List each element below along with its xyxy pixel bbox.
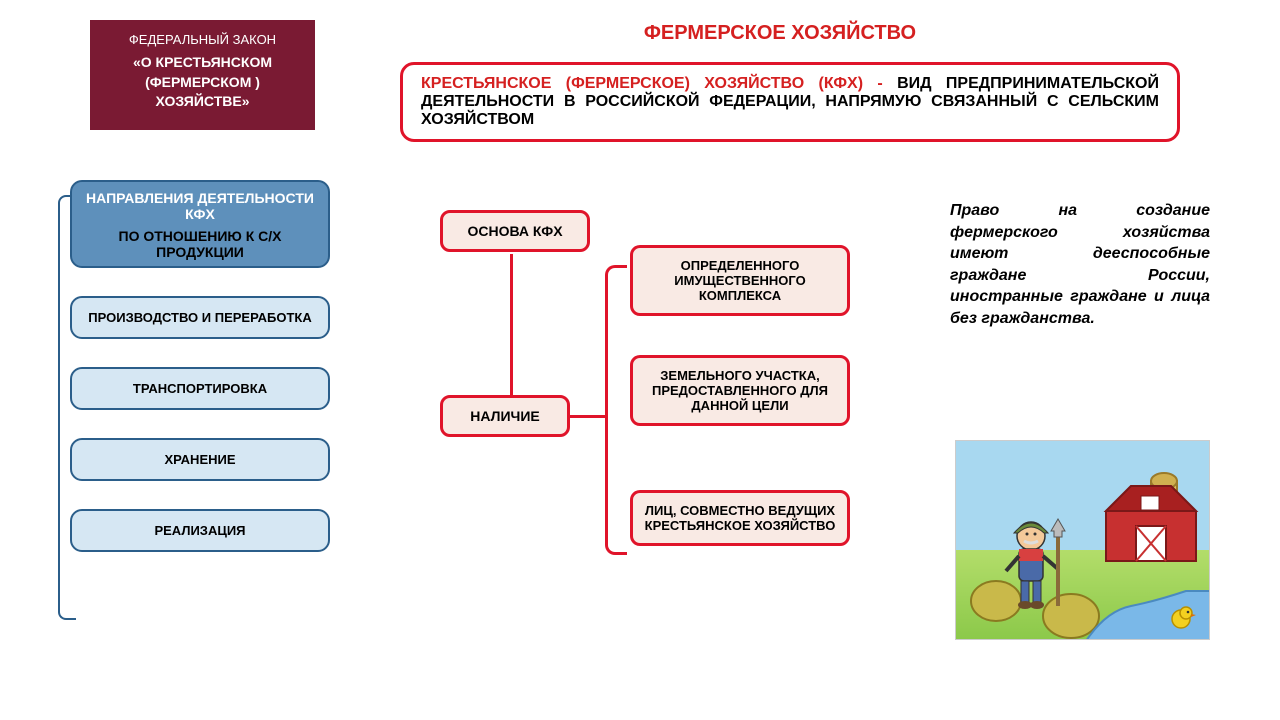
- directions-column: НАПРАВЛЕНИЯ ДЕЯТЕЛЬНОСТИ КФХ ПО ОТНОШЕНИ…: [70, 180, 330, 552]
- direction-item: РЕАЛИЗАЦИЯ: [70, 509, 330, 552]
- right-note: Право на создание фермерского хозяйства …: [950, 200, 1210, 330]
- law-title: «О КРЕСТЬЯНСКОМ (ФЕРМЕРСКОМ ) ХОЗЯЙСТВЕ»: [98, 53, 307, 112]
- directions-header-line1: НАПРАВЛЕНИЯ ДЕЯТЕЛЬНОСТИ КФХ: [78, 190, 322, 228]
- main-title: ФЕРМЕРСКОЕ ХОЗЯЙСТВО: [430, 22, 1130, 45]
- definition-red: КРЕСТЬЯНСКОЕ (ФЕРМЕРСКОЕ) ХОЗЯЙСТВО (КФХ…: [421, 75, 883, 92]
- directions-header: НАПРАВЛЕНИЯ ДЕЯТЕЛЬНОСТИ КФХ ПО ОТНОШЕНИ…: [70, 180, 330, 268]
- basis-branch-node: ОПРЕДЕЛЕННОГО ИМУЩЕСТВЕННОГО КОМПЛЕКСА: [630, 245, 850, 316]
- basis-branch-node: ЗЕМЕЛЬНОГО УЧАСТКА, ПРЕДОСТАВЛЕННОГО ДЛЯ…: [630, 355, 850, 426]
- direction-item: ПРОИЗВОДСТВО И ПЕРЕРАБОТКА: [70, 296, 330, 339]
- law-block: ФЕДЕРАЛЬНЫЙ ЗАКОН «О КРЕСТЬЯНСКОМ (ФЕРМЕ…: [90, 20, 315, 130]
- basis-branch-node: ЛИЦ, СОВМЕСТНО ВЕДУЩИХ КРЕСТЬЯНСКОЕ ХОЗЯ…: [630, 490, 850, 546]
- definition-box: КРЕСТЬЯНСКОЕ (ФЕРМЕРСКОЕ) ХОЗЯЙСТВО (КФХ…: [400, 62, 1180, 142]
- directions-header-line2: ПО ОТНОШЕНИЮ К С/Х ПРОДУКЦИИ: [78, 228, 322, 266]
- basis-presence-node: НАЛИЧИЕ: [440, 395, 570, 437]
- basis-diagram: ОСНОВА КФХ НАЛИЧИЕ ОПРЕДЕЛЕННОГО ИМУЩЕСТ…: [430, 210, 930, 630]
- connector-line: [570, 415, 605, 418]
- basis-root-node: ОСНОВА КФХ: [440, 210, 590, 252]
- direction-item: ТРАНСПОРТИРОВКА: [70, 367, 330, 410]
- law-heading: ФЕДЕРАЛЬНЫЙ ЗАКОН: [98, 32, 307, 47]
- farm-illustration: [955, 440, 1210, 640]
- farm-scene-icon: [956, 441, 1210, 640]
- direction-item: ХРАНЕНИЕ: [70, 438, 330, 481]
- right-bracket: [605, 265, 627, 555]
- connector-line: [510, 254, 513, 399]
